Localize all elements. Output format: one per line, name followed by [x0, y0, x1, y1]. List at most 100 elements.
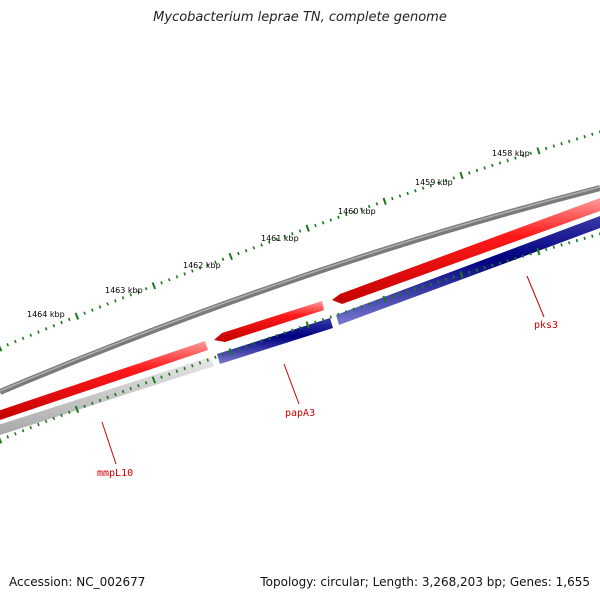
inner-tick	[337, 312, 340, 317]
inner-tick	[206, 358, 209, 362]
inner-tick	[6, 435, 10, 439]
outer-tick	[568, 139, 571, 144]
outer-tick	[21, 336, 25, 341]
inner-tick	[536, 248, 541, 256]
inner-tick	[429, 282, 432, 287]
inner-tick	[421, 285, 425, 289]
inner-tick	[144, 381, 148, 385]
outer-tick	[398, 194, 402, 198]
outer-tick	[360, 207, 363, 211]
inner-tick	[452, 275, 456, 279]
inner-tick	[529, 252, 532, 256]
inner-tick	[568, 241, 571, 245]
inner-tick	[44, 419, 48, 424]
scale-label: 1458 kbp	[492, 149, 530, 158]
gene-papA3-forward[interactable]	[214, 301, 324, 342]
scale-label: 1463 kbp	[105, 286, 143, 295]
outer-tick	[37, 330, 40, 334]
gene-mmpL10-forward[interactable]	[0, 341, 208, 420]
inner-tick-track	[0, 232, 600, 444]
accession-text: Accession: NC_002677	[9, 575, 146, 589]
outer-tick	[228, 252, 233, 261]
inner-tick	[514, 256, 517, 261]
inner-tick	[406, 290, 409, 294]
outer-tick	[591, 132, 594, 136]
outer-tick	[421, 186, 425, 190]
outer-tick	[44, 327, 48, 331]
outer-tick	[29, 333, 33, 337]
inner-tick	[437, 280, 440, 284]
inner-tick	[252, 341, 256, 346]
outer-tick	[406, 191, 409, 196]
gene-label-mmpL10[interactable]: mmpL10	[97, 468, 133, 479]
outer-tick	[267, 240, 271, 244]
outer-tick	[151, 282, 157, 290]
outer-tick	[14, 339, 17, 344]
outer-tick	[244, 249, 248, 253]
outer-tick	[314, 223, 317, 228]
gene-pks3-reverse[interactable]	[336, 216, 600, 325]
outer-tick	[344, 212, 348, 217]
outer-tick	[6, 343, 10, 347]
outer-tick	[60, 320, 63, 325]
inner-tick	[121, 389, 125, 394]
map-title: Mycobacterium leprae TN, complete genome	[153, 10, 447, 25]
outer-tick	[206, 263, 209, 267]
outer-tick	[583, 134, 586, 139]
gene-mmpL10-reverse[interactable]	[0, 357, 214, 435]
outer-tick	[98, 305, 102, 309]
outer-tick	[459, 171, 464, 180]
outer-tick	[514, 156, 517, 160]
scale-label: 1460 kbp	[338, 207, 376, 216]
gene-label-pks3[interactable]: pks3	[534, 320, 558, 331]
gene-label-papA3[interactable]: papA3	[285, 408, 315, 419]
backbone-highlight	[0, 186, 600, 392]
outer-tick	[260, 243, 263, 247]
outer-tick	[498, 161, 502, 165]
inner-tick	[37, 422, 40, 427]
outer-tick	[291, 232, 294, 236]
inner-tick	[468, 270, 471, 275]
outer-tick	[329, 218, 333, 222]
inner-tick	[221, 352, 225, 357]
outer-tick	[283, 234, 286, 239]
outer-tick	[352, 210, 356, 214]
outer-tick	[382, 197, 387, 205]
inner-tick	[575, 238, 579, 243]
inner-tick	[459, 271, 464, 279]
outer-tick	[321, 221, 325, 225]
inner-tick	[52, 416, 56, 421]
outer-tick	[214, 260, 217, 264]
inner-tick	[214, 355, 217, 359]
inner-tick	[291, 328, 294, 332]
mmpL10-leader-line	[101, 421, 117, 465]
outer-tick	[391, 196, 394, 201]
gene-papA3-reverse[interactable]	[217, 318, 333, 364]
inner-tick	[98, 398, 102, 403]
inner-tick	[198, 361, 202, 365]
outer-tick	[475, 168, 479, 173]
scale-label: 1459 kbp	[415, 178, 453, 187]
outer-tick	[298, 229, 302, 233]
inner-tick	[114, 392, 117, 397]
inner-tick	[444, 277, 448, 282]
scale-label: 1461 kbp	[261, 234, 299, 243]
inner-tick	[368, 302, 371, 306]
outer-tick	[414, 189, 417, 193]
inner-tick	[360, 305, 363, 309]
backbone-track	[0, 185, 600, 395]
outer-tick	[468, 171, 471, 175]
inner-tick	[106, 395, 109, 400]
outer-tick	[252, 246, 256, 250]
outer-tick	[560, 142, 563, 146]
outer-tick	[521, 153, 525, 158]
inner-tick	[183, 366, 186, 371]
pks3-leader-line	[526, 275, 545, 318]
outer-tick-track	[0, 130, 600, 352]
inner-tick	[498, 261, 502, 265]
inner-tick	[506, 259, 509, 263]
inner-tick	[160, 375, 163, 379]
inner-tick	[191, 364, 194, 368]
gene-pks3-forward[interactable]	[332, 198, 600, 304]
